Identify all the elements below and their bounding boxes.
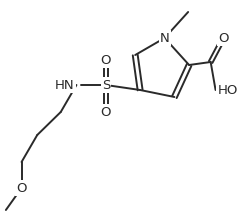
Text: O: O [16, 181, 27, 194]
Text: HO: HO [218, 84, 238, 97]
Text: O: O [101, 106, 111, 118]
Text: HN: HN [55, 78, 75, 91]
Text: O: O [101, 54, 111, 67]
Text: N: N [160, 32, 169, 45]
Text: O: O [218, 32, 229, 45]
Text: S: S [102, 78, 110, 91]
